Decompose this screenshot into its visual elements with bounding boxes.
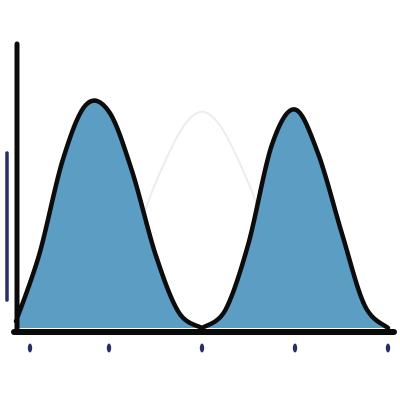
x-tick-layer: [27, 343, 391, 353]
series-line-1: [13, 98, 205, 331]
series-area-1: [16, 100, 202, 328]
x-tick-4: [292, 343, 298, 353]
series-area-layer: [13, 98, 391, 331]
x-tick-3: [199, 343, 205, 353]
x-tick-2: [106, 343, 112, 353]
x-tick-1: [27, 343, 33, 353]
x-tick-5: [385, 343, 391, 353]
series-line-2: [199, 107, 391, 331]
series-area-2: [202, 109, 388, 328]
